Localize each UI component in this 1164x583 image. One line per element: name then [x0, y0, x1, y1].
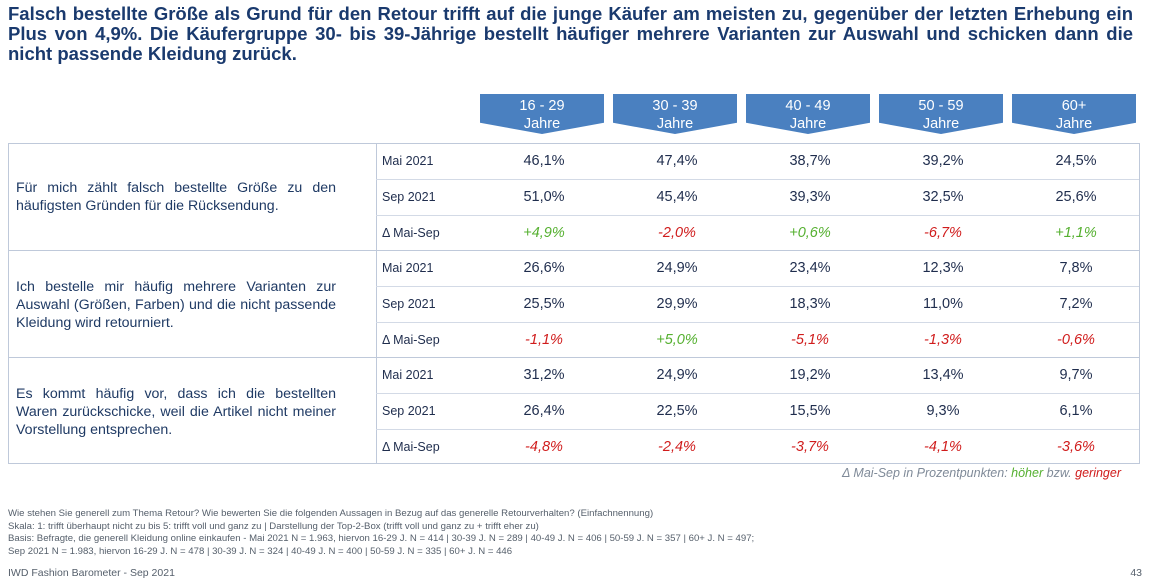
delta-cell: -3,7%	[791, 439, 829, 455]
delta-cell: -1,3%	[924, 332, 962, 348]
column-header-range: 60+	[1061, 98, 1087, 114]
delta-cell: +5,0%	[656, 332, 698, 348]
value-cell: 46,1%	[523, 153, 565, 169]
legend-lower: geringer	[1075, 466, 1121, 480]
column-header-unit: Jahre	[656, 116, 694, 132]
row-label-sep: Sep 2021	[382, 190, 436, 204]
group-divider	[9, 357, 1139, 358]
column-header-range: 16 - 29	[519, 98, 565, 114]
statement-group-size: Für mich zählt falsch bestellte Größe zu…	[9, 144, 1139, 251]
row-label-sep: Sep 2021	[382, 404, 436, 418]
column-header-60-plus: 60+ Jahre	[1012, 94, 1136, 134]
value-cell: 26,6%	[523, 260, 565, 276]
statement-text: Für mich zählt falsch bestellte Größe zu…	[16, 180, 336, 214]
legend-prefix: Δ Mai-Sep in Prozentpunkten:	[842, 466, 1008, 480]
column-header-unit: Jahre	[789, 116, 827, 132]
row-divider	[376, 429, 1139, 430]
row-label-delta: Δ Mai-Sep	[382, 226, 440, 240]
value-cell: 6,1%	[1059, 403, 1093, 419]
row-label-may: Mai 2021	[382, 368, 434, 382]
value-cell: 19,2%	[789, 367, 831, 383]
value-cell: 12,3%	[922, 260, 964, 276]
value-cell: 7,2%	[1059, 296, 1093, 312]
value-cell: 22,5%	[656, 403, 698, 419]
value-cell: 39,2%	[922, 153, 964, 169]
row-divider	[376, 286, 1139, 287]
delta-cell: -2,0%	[658, 225, 696, 241]
page-title: Falsch bestellte Größe als Grund für den…	[8, 3, 1133, 64]
delta-cell: -6,7%	[924, 225, 962, 241]
value-cell: 15,5%	[789, 403, 831, 419]
column-header-unit: Jahre	[922, 116, 960, 132]
delta-cell: +1,1%	[1055, 225, 1097, 241]
delta-cell: -5,1%	[791, 332, 829, 348]
statement-group-variants: Ich bestelle mir häufig mehrere Variante…	[9, 251, 1139, 358]
delta-cell: -3,6%	[1057, 439, 1095, 455]
delta-cell: -2,4%	[658, 439, 696, 455]
value-cell: 13,4%	[922, 367, 964, 383]
value-cell: 39,3%	[789, 189, 831, 205]
delta-cell: +0,6%	[789, 225, 831, 241]
value-cell: 32,5%	[922, 189, 964, 205]
value-cell: 31,2%	[523, 367, 565, 383]
column-header-range: 40 - 49	[785, 98, 831, 114]
row-label-may: Mai 2021	[382, 154, 434, 168]
value-cell: 24,9%	[656, 260, 698, 276]
value-cell: 25,6%	[1055, 189, 1097, 205]
footnote-basis-sep: Sep 2021 N = 1.983, hiervon 16-29 J. N =…	[8, 545, 513, 557]
column-divider	[376, 144, 377, 463]
footnote-question: Wie stehen Sie generell zum Thema Retour…	[8, 508, 654, 519]
footnote-scale: Skala: 1: trifft überhaupt nicht zu bis …	[8, 520, 539, 532]
column-header-50-59: 50 - 59 Jahre	[879, 94, 1003, 134]
column-header-unit: Jahre	[523, 116, 561, 132]
delta-cell: -1,1%	[525, 332, 563, 348]
row-label-sep: Sep 2021	[382, 297, 436, 311]
value-cell: 9,7%	[1059, 367, 1093, 383]
row-label-delta: Δ Mai-Sep	[382, 440, 440, 454]
row-divider	[376, 322, 1139, 323]
row-divider	[376, 179, 1139, 180]
legend-middle: bzw.	[1046, 466, 1072, 480]
column-header-30-39: 30 - 39 Jahre	[613, 94, 737, 134]
value-cell: 45,4%	[656, 189, 698, 205]
column-header-unit: Jahre	[1055, 116, 1093, 132]
delta-cell: -4,8%	[525, 439, 563, 455]
results-table: Für mich zählt falsch bestellte Größe zu…	[8, 143, 1140, 464]
value-cell: 9,3%	[926, 403, 960, 419]
page-number: 43	[1130, 567, 1142, 579]
statement-text: Ich bestelle mir häufig mehrere Variante…	[16, 279, 336, 331]
column-header-40-49: 40 - 49 Jahre	[746, 94, 870, 134]
footnote-basis-may: Basis: Befragte, die generell Kleidung o…	[8, 533, 755, 544]
value-cell: 29,9%	[656, 296, 698, 312]
value-cell: 51,0%	[523, 189, 565, 205]
statement-group-expectation: Es kommt häufig vor, dass ich die bestel…	[9, 358, 1139, 465]
value-cell: 38,7%	[789, 153, 831, 169]
row-label-may: Mai 2021	[382, 261, 434, 275]
value-cell: 26,4%	[523, 403, 565, 419]
footnotes: Wie stehen Sie generell zum Thema Retour…	[8, 508, 754, 558]
value-cell: 18,3%	[789, 296, 831, 312]
row-label-delta: Δ Mai-Sep	[382, 333, 440, 347]
group-divider	[9, 250, 1139, 251]
value-cell: 7,8%	[1059, 260, 1093, 276]
column-header-16-29: 16 - 29 Jahre	[480, 94, 604, 134]
row-divider	[376, 393, 1139, 394]
delta-cell: +4,9%	[523, 225, 565, 241]
legend-higher: höher	[1011, 466, 1044, 480]
statement-text: Es kommt häufig vor, dass ich die bestel…	[16, 386, 336, 438]
value-cell: 47,4%	[656, 153, 698, 169]
column-header-range: 30 - 39	[652, 98, 698, 114]
delta-legend: Δ Mai-Sep in Prozentpunkten: höher bzw. …	[842, 466, 1121, 480]
value-cell: 24,9%	[656, 367, 698, 383]
column-header-range: 50 - 59	[918, 98, 964, 114]
row-divider	[376, 215, 1139, 216]
delta-cell: -0,6%	[1057, 332, 1095, 348]
value-cell: 23,4%	[789, 260, 831, 276]
brand-footer: IWD Fashion Barometer - Sep 2021	[8, 567, 175, 579]
value-cell: 25,5%	[523, 296, 565, 312]
value-cell: 24,5%	[1055, 153, 1097, 169]
delta-cell: -4,1%	[924, 439, 962, 455]
value-cell: 11,0%	[922, 296, 964, 312]
